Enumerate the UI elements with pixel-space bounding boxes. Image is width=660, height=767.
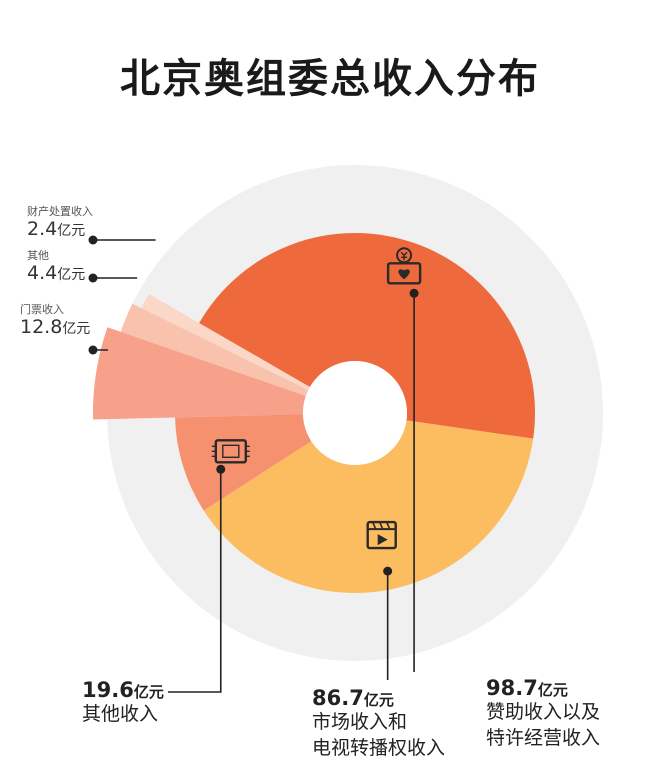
slice-tickets	[92, 327, 306, 420]
asset-value: 2.4	[27, 217, 58, 240]
misc-value: 4.4	[27, 261, 58, 284]
broadcast-name-line2: 电视转播权收入	[312, 736, 446, 759]
slice-asset	[141, 294, 310, 391]
slice-broadcast	[203, 420, 534, 594]
sponsorship-name-line2: 特许经营收入	[486, 726, 601, 749]
sponsorship-name-line1: 赞助收入以及	[486, 701, 601, 724]
tickets-name: 门票收入	[20, 303, 64, 316]
broadcast-name-line1: 市场收入和	[312, 711, 408, 734]
donut-hole	[303, 361, 407, 465]
other-label: 19.6亿元 其他收入	[82, 678, 164, 728]
asset-label: 财产处置收入 2.4亿元	[27, 205, 93, 240]
misc-unit: 亿元	[57, 266, 86, 283]
leader-dot-sponsorship	[409, 288, 419, 298]
leader-dot-broadcast	[383, 566, 393, 576]
sponsorship-label: 98.7亿元 赞助收入以及 特许经营收入	[486, 676, 600, 751]
chart-title: 北京奥组委总收入分布	[120, 56, 540, 102]
misc-label: 其他 4.4亿元	[27, 249, 86, 284]
asset-name: 财产处置收入	[27, 205, 93, 218]
leader-dot-tickets	[88, 345, 98, 355]
tickets-value: 12.8	[20, 315, 63, 338]
leader-dot-misc	[88, 273, 98, 283]
tickets-label: 门票收入 12.8亿元	[20, 303, 91, 338]
broadcast-label: 86.7亿元 市场收入和 电视转播权收入	[312, 686, 445, 761]
sponsorship-unit: 亿元	[537, 681, 568, 699]
asset-unit: 亿元	[57, 222, 86, 239]
other-value: 19.6	[82, 678, 134, 702]
broadcast-value: 86.7	[312, 686, 364, 710]
sponsorship-value: 98.7	[486, 676, 538, 700]
misc-name: 其他	[27, 249, 49, 262]
heart-yuan-icon	[386, 247, 422, 285]
slice-sponsorship	[199, 233, 536, 439]
broadcast-unit: 亿元	[363, 691, 394, 709]
tickets-unit: 亿元	[62, 320, 91, 337]
leader-dot-other	[216, 464, 226, 474]
leader-line-other	[168, 469, 222, 693]
video-play-icon	[366, 520, 397, 550]
other-name: 其他收入	[82, 703, 159, 726]
slice-misc	[120, 303, 309, 396]
other-unit: 亿元	[133, 683, 164, 701]
ticket-icon	[211, 439, 250, 464]
leader-dot-asset	[88, 235, 98, 245]
